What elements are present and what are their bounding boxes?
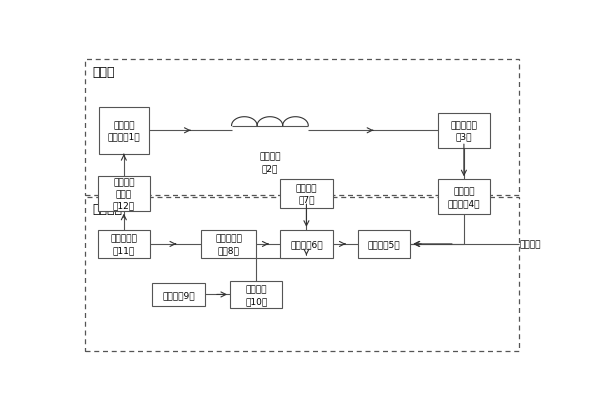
Text: 高稳晶振
（7）: 高稳晶振 （7）: [296, 184, 317, 204]
Bar: [85, 197, 519, 351]
Text: 光链路: 光链路: [92, 66, 114, 79]
Text: 第二射频
放大器
（12）: 第二射频 放大器 （12）: [112, 178, 135, 210]
Bar: [98, 230, 150, 258]
Text: 第一射频
放大器（4）: 第一射频 放大器（4）: [448, 187, 480, 207]
Bar: [358, 230, 411, 258]
Text: 单片机（9）: 单片机（9）: [163, 290, 195, 299]
Bar: [201, 230, 256, 258]
Bar: [438, 180, 490, 214]
Bar: [230, 281, 283, 308]
Text: 有源环路滤
波（8）: 有源环路滤 波（8）: [216, 234, 242, 255]
Bar: [280, 180, 333, 208]
Bar: [280, 230, 333, 258]
Text: 压控振荡器
（11）: 压控振荡器 （11）: [110, 234, 137, 255]
Text: 光电检测器
（3）: 光电检测器 （3）: [451, 121, 477, 142]
Bar: [99, 107, 149, 155]
Bar: [438, 114, 490, 148]
Text: 射频链路: 射频链路: [92, 203, 122, 216]
Text: 电平转换
（10）: 电平转换 （10）: [245, 284, 267, 305]
Text: 锁相环（6）: 锁相环（6）: [290, 240, 323, 249]
Bar: [98, 177, 150, 211]
Text: 功分器（5）: 功分器（5）: [368, 240, 401, 249]
Bar: [85, 60, 519, 196]
Text: 输出信号: 输出信号: [519, 240, 541, 249]
Text: 直接调制
激光器（1）: 直接调制 激光器（1）: [108, 121, 140, 142]
Bar: [153, 283, 205, 306]
Text: 光纤链路
（2）: 光纤链路 （2）: [259, 153, 281, 173]
